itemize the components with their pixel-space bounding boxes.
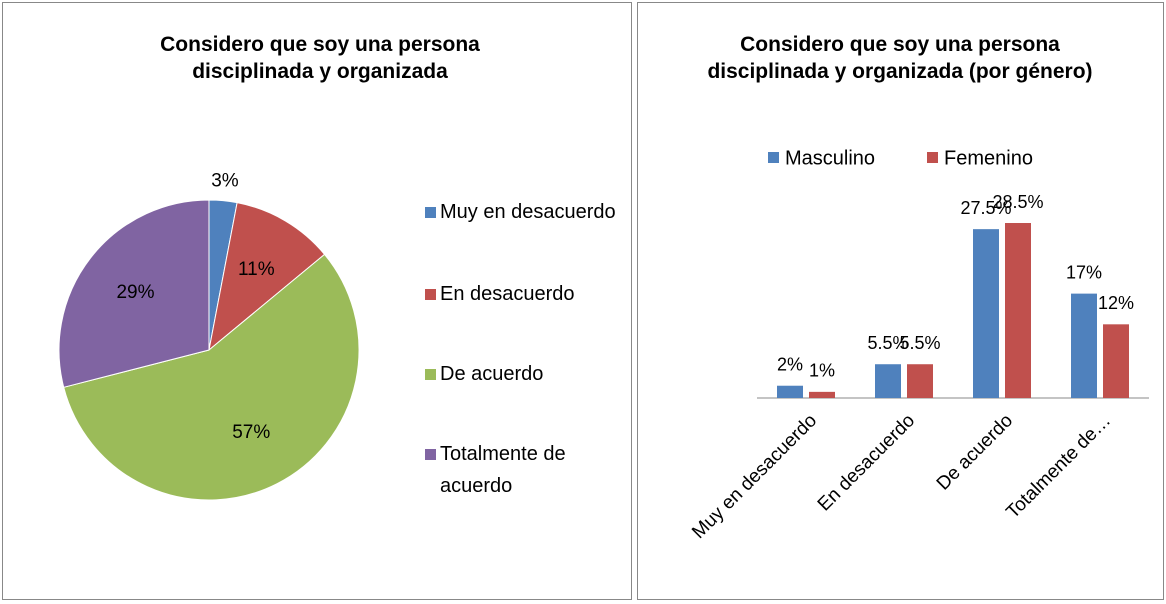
data-label: 1% [809,361,835,381]
data-label: 12% [1098,293,1134,313]
bar [809,391,835,398]
x-tick-label: Muy en desacuerdo [688,410,821,543]
data-label: 27.5% [960,198,1011,218]
legend-label: Masculino [785,147,875,169]
x-tick-label: Totalmente de… [1002,410,1115,523]
bar [1005,223,1031,398]
bar [907,364,933,398]
bar [875,364,901,398]
pie-slice [63,253,360,501]
legend-label: En desacuerdo [440,283,575,305]
data-label: 57% [232,422,270,443]
pie-title: Considero que soy una persona disciplina… [160,33,480,83]
legend-label: Muy en desacuerdo [440,201,616,223]
data-label: 5.5% [899,333,940,353]
legend-label: Totalmente de acuerdo [440,443,566,497]
data-label: 28.5% [992,192,1043,212]
data-label: 3% [211,170,239,191]
data-label: 11% [238,259,275,280]
legend-swatch [768,152,779,163]
legend-label: De acuerdo [440,363,544,385]
legend-swatch [425,289,436,300]
x-tick-label: De acuerdo [933,410,1017,494]
bar [973,229,999,398]
bar-panel [637,2,1164,600]
pie-slice [58,199,210,388]
data-label: 5.5% [867,333,908,353]
bar [1103,324,1129,398]
data-label: 17% [1066,262,1102,282]
bar [777,385,803,398]
pie-panel [2,2,632,600]
legend-swatch [425,449,436,460]
legend-label: Femenino [944,147,1033,169]
pie-slice [208,202,326,352]
bar-title: Considero que soy una persona disciplina… [707,33,1093,83]
legend-swatch [425,207,436,218]
data-label: 2% [777,354,803,374]
bar [1071,293,1097,398]
legend-swatch [927,152,938,163]
legend-swatch [425,369,436,380]
data-label: 29% [116,282,154,303]
x-tick-label: En desacuerdo [814,410,919,515]
